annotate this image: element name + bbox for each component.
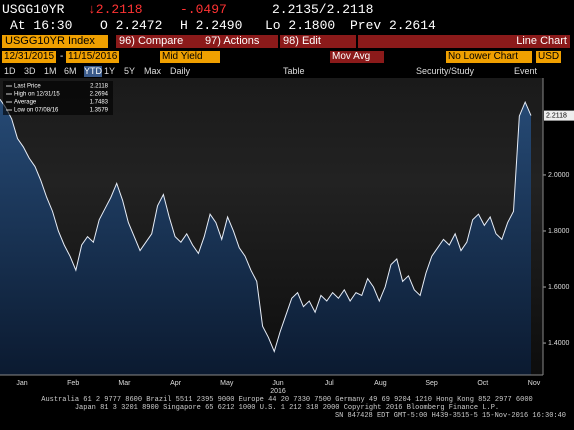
- x-tick-label: Feb: [67, 380, 79, 387]
- legend-name: Average: [14, 100, 37, 106]
- y-tick-label: 1.8000: [548, 228, 570, 235]
- time: At 16:30: [10, 18, 73, 33]
- chart: 1.4000 1.6000 1.8000 2.0000 2.2118 Jan Feb Mar A…: [0, 78, 574, 395]
- legend-value: 1.7483: [90, 100, 109, 106]
- mov-avg[interactable]: Mov Avg: [330, 51, 384, 63]
- price-line: [0, 99, 532, 353]
- footer-line: SN 847428 EDT GMT-5:00 H439-3515-5 15-No…: [334, 412, 566, 420]
- x-tick-label: May: [220, 380, 234, 387]
- bid-ask: 2.2135/2.2118: [272, 2, 374, 17]
- period-button[interactable]: 1D: [4, 66, 16, 76]
- chart-type[interactable]: Line Chart: [358, 35, 570, 48]
- end-date[interactable]: 11/15/2016: [66, 51, 120, 63]
- y-tick-label: 2.0000: [548, 172, 570, 179]
- security-box[interactable]: USGG10YR Index: [2, 35, 108, 48]
- period-button[interactable]: 5Y: [124, 66, 136, 76]
- x-tick-label: Oct: [477, 380, 488, 387]
- currency[interactable]: USD: [536, 51, 562, 63]
- change: -.0497: [180, 2, 227, 17]
- legend-name: Last Price: [14, 84, 41, 90]
- compare-button[interactable]: 96) Compare: [116, 35, 202, 48]
- last-price-box: [544, 110, 574, 121]
- x-tick-label: Nov: [528, 380, 541, 387]
- x-tick-label: Apr: [170, 380, 182, 387]
- study-button[interactable]: Security/Study: [416, 66, 475, 76]
- x-tick-label: Sep: [425, 380, 438, 387]
- legend-box: [3, 81, 113, 115]
- last-price-label: 2.2118: [546, 112, 567, 119]
- y-tick-label: 1.6000: [548, 284, 570, 291]
- legend-value: 2.2118: [90, 84, 109, 90]
- footer-line: Australia 61 2 9777 8600 Brazil 5511 239…: [41, 396, 533, 404]
- table-button[interactable]: Table: [283, 66, 305, 76]
- ticker: USGG10YR: [2, 2, 65, 17]
- legend-name: High on 12/31/15: [14, 92, 60, 98]
- legend: Last Price 2.2118 High on 12/31/15 2.2694 Av…: [3, 81, 113, 115]
- period-button[interactable]: 6M: [64, 66, 77, 76]
- x-tick-label: Jul: [325, 380, 334, 387]
- x-tick-label: Jan: [16, 380, 27, 387]
- high: H 2.2490: [180, 18, 243, 33]
- x-tick-label: Mar: [118, 380, 131, 387]
- area: [0, 99, 531, 375]
- field[interactable]: Mid Yield: [160, 51, 220, 63]
- actions-button[interactable]: 97) Actions: [202, 35, 278, 48]
- y-tick-label: 1.4000: [548, 340, 570, 347]
- year-label: 2016: [270, 388, 286, 395]
- legend-value: 2.2694: [90, 92, 109, 98]
- prev: Prev 2.2614: [350, 18, 436, 33]
- period-button[interactable]: 1Y: [104, 66, 116, 76]
- period-button[interactable]: Daily: [170, 66, 191, 76]
- period-button[interactable]: Max: [144, 66, 162, 76]
- period-button[interactable]: 1M: [44, 66, 57, 76]
- legend-value: 1.3579: [90, 108, 109, 114]
- edit-button[interactable]: 98) Edit: [280, 35, 356, 48]
- start-date[interactable]: 12/31/2015: [2, 51, 57, 63]
- dash: -: [60, 51, 64, 62]
- legend-name: Low on 07/08/16: [14, 108, 59, 114]
- event-button[interactable]: Event: [514, 66, 538, 76]
- last: ↓2.2118: [88, 2, 143, 17]
- period-button[interactable]: 3D: [24, 66, 36, 76]
- period-button[interactable]: YTD: [84, 66, 102, 77]
- footer-line: Japan 81 3 3201 8900 Singapore 65 6212 1…: [74, 404, 500, 412]
- lower-chart[interactable]: No Lower Chart: [446, 51, 532, 63]
- low: Lo 2.1800: [265, 18, 336, 33]
- x-tick-label: Aug: [374, 380, 387, 387]
- open: O 2.2472: [100, 18, 163, 33]
- x-tick-label: Jun: [272, 380, 283, 387]
